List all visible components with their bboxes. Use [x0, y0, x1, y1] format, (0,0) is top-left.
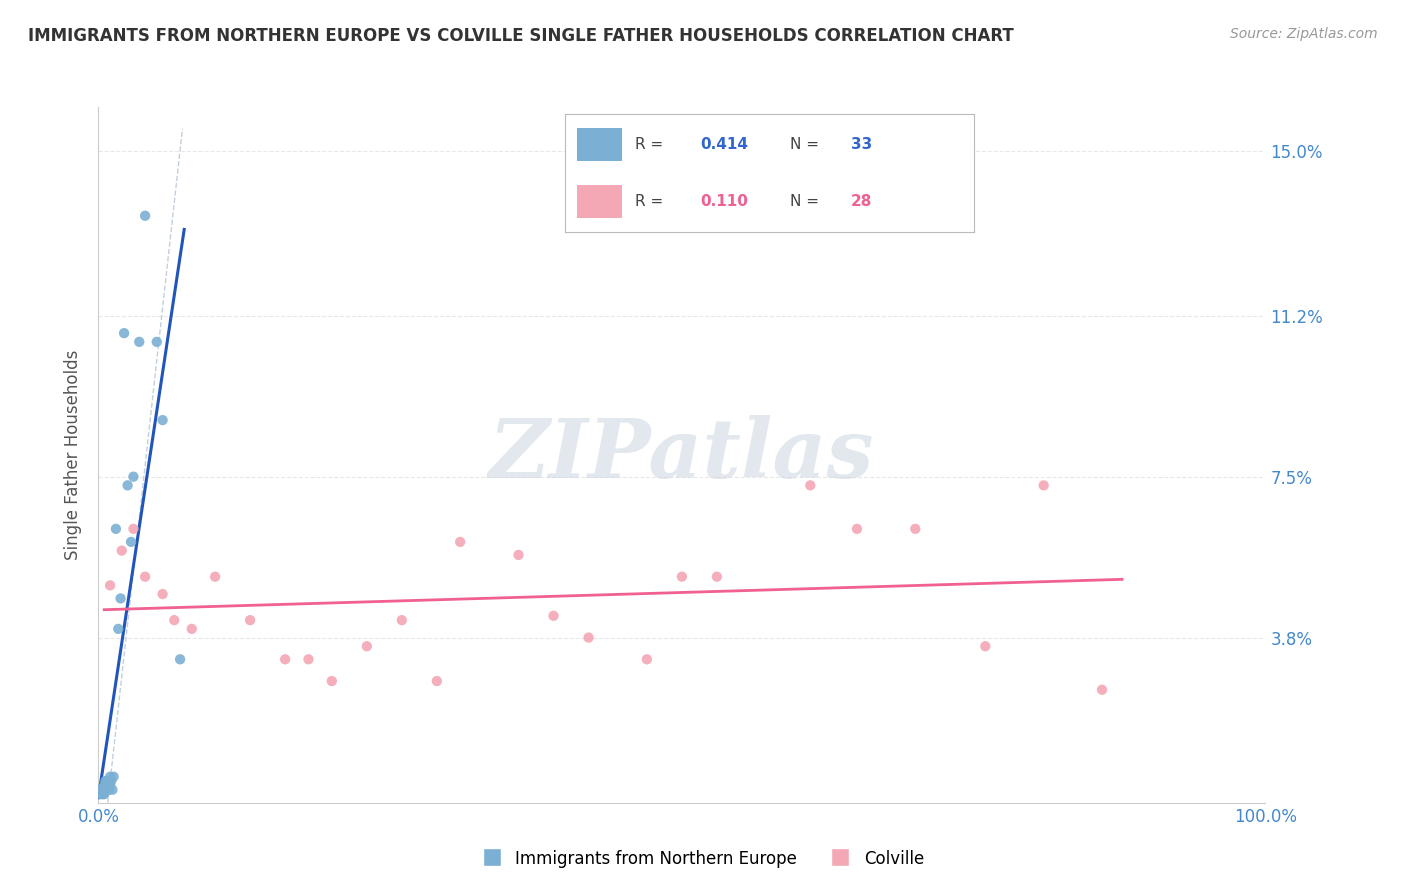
Point: [239, 613, 262, 627]
Point: [128, 334, 150, 349]
Point: [90, 787, 112, 801]
Point: [204, 570, 226, 584]
Point: [449, 535, 471, 549]
Point: [97, 782, 120, 797]
Point: [89, 782, 111, 797]
Point: [508, 548, 530, 562]
Point: [90, 782, 112, 797]
Point: [93, 787, 115, 801]
Point: [578, 631, 600, 645]
Point: [974, 639, 997, 653]
Point: [107, 622, 129, 636]
Point: [104, 522, 127, 536]
Point: [97, 774, 120, 789]
Text: Source: ZipAtlas.com: Source: ZipAtlas.com: [1230, 27, 1378, 41]
Point: [846, 522, 869, 536]
Point: [134, 570, 156, 584]
Point: [274, 652, 297, 666]
Point: [120, 535, 142, 549]
Point: [98, 770, 121, 784]
Point: [152, 587, 174, 601]
Text: ZIPatlas: ZIPatlas: [489, 415, 875, 495]
Point: [91, 782, 114, 797]
Point: [1091, 682, 1114, 697]
Point: [101, 782, 124, 797]
Point: [122, 522, 145, 536]
Point: [321, 674, 343, 689]
Point: [98, 578, 121, 592]
Point: [706, 570, 728, 584]
Point: [97, 782, 120, 797]
Point: [146, 334, 169, 349]
Point: [93, 778, 115, 792]
Point: [94, 774, 117, 789]
Point: [94, 782, 117, 797]
Point: [134, 209, 156, 223]
Point: [122, 469, 145, 483]
Legend: Immigrants from Northern Europe, Colville: Immigrants from Northern Europe, Colvill…: [475, 843, 931, 875]
Point: [543, 608, 565, 623]
Point: [636, 652, 658, 666]
Point: [904, 522, 927, 536]
Point: [112, 326, 135, 341]
Point: [1032, 478, 1054, 492]
Point: [98, 778, 121, 792]
Y-axis label: Single Father Households: Single Father Households: [65, 350, 83, 560]
Point: [671, 570, 693, 584]
Point: [117, 478, 139, 492]
Point: [110, 591, 132, 606]
Point: [391, 613, 413, 627]
Point: [297, 652, 319, 666]
Point: [96, 782, 118, 797]
Point: [426, 674, 449, 689]
Point: [96, 778, 118, 792]
Point: [100, 774, 122, 789]
Point: [103, 770, 125, 784]
Point: [163, 613, 186, 627]
Point: [152, 413, 174, 427]
Point: [90, 787, 112, 801]
Point: [93, 782, 115, 797]
Point: [91, 787, 114, 801]
Text: IMMIGRANTS FROM NORTHERN EUROPE VS COLVILLE SINGLE FATHER HOUSEHOLDS CORRELATION: IMMIGRANTS FROM NORTHERN EUROPE VS COLVI…: [28, 27, 1014, 45]
Point: [169, 652, 191, 666]
Point: [111, 543, 134, 558]
Point: [356, 639, 378, 653]
Point: [180, 622, 202, 636]
Point: [799, 478, 821, 492]
